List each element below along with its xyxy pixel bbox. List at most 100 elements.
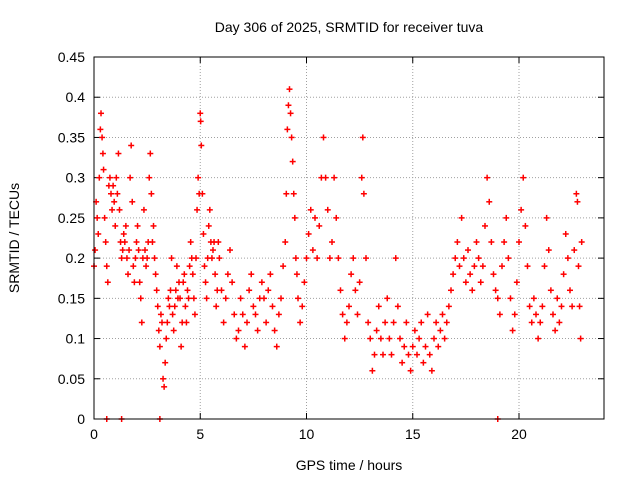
data-point xyxy=(229,279,236,286)
data-point xyxy=(424,311,431,318)
data-point xyxy=(202,279,209,286)
data-point xyxy=(291,214,298,221)
data-point xyxy=(524,263,531,270)
data-point xyxy=(539,303,546,310)
data-point xyxy=(564,255,571,262)
data-point xyxy=(562,230,569,237)
data-point xyxy=(473,239,480,246)
data-point xyxy=(343,319,350,326)
data-point xyxy=(575,263,582,270)
y-tick-label: 0.15 xyxy=(58,290,85,306)
data-point xyxy=(163,335,170,342)
data-point xyxy=(149,239,156,246)
data-point xyxy=(126,247,133,254)
data-point xyxy=(203,295,210,302)
data-point xyxy=(288,134,295,141)
data-point xyxy=(265,287,272,294)
data-point xyxy=(450,271,457,278)
data-point xyxy=(278,295,284,302)
data-point xyxy=(405,351,412,358)
data-point xyxy=(254,327,261,334)
data-point xyxy=(503,214,510,221)
data-point xyxy=(173,263,180,270)
data-point xyxy=(422,343,429,350)
data-point xyxy=(113,174,120,181)
data-point xyxy=(248,271,255,278)
grid-lines xyxy=(94,57,604,419)
data-point xyxy=(467,271,474,278)
data-point xyxy=(571,247,578,254)
data-point xyxy=(164,319,171,326)
data-point xyxy=(250,303,257,310)
data-point xyxy=(121,239,128,246)
data-point xyxy=(509,327,516,334)
plot-frame xyxy=(93,56,605,420)
data-point xyxy=(522,222,529,229)
data-point xyxy=(331,174,338,181)
data-point xyxy=(157,311,164,318)
data-point xyxy=(537,319,544,326)
data-point xyxy=(252,311,259,318)
data-point xyxy=(96,174,103,181)
data-point xyxy=(543,214,550,221)
data-point xyxy=(465,247,471,254)
data-point xyxy=(167,287,174,294)
data-point xyxy=(155,327,162,334)
data-point xyxy=(373,327,380,334)
data-point xyxy=(111,198,118,205)
data-point xyxy=(183,319,190,326)
data-point xyxy=(261,295,267,302)
data-point xyxy=(195,174,202,181)
data-point xyxy=(454,239,461,246)
data-point xyxy=(241,343,248,350)
data-point xyxy=(484,174,491,181)
data-point xyxy=(488,239,495,246)
data-point xyxy=(448,287,454,294)
data-point xyxy=(578,239,585,246)
data-point xyxy=(271,327,278,334)
data-point xyxy=(280,263,287,270)
data-point xyxy=(137,295,144,302)
data-point xyxy=(92,247,99,254)
data-point xyxy=(535,335,542,342)
data-point xyxy=(462,279,469,286)
data-point xyxy=(560,271,567,278)
data-point xyxy=(200,230,207,237)
data-point xyxy=(394,303,401,310)
data-point xyxy=(322,174,329,181)
y-tick-label: 0.3 xyxy=(66,170,86,186)
data-point xyxy=(197,110,204,117)
data-point xyxy=(128,142,135,149)
data-point xyxy=(299,303,306,310)
x-tick-label: 5 xyxy=(196,426,204,442)
data-point xyxy=(339,311,346,318)
data-point xyxy=(518,206,525,213)
data-point xyxy=(201,263,208,270)
data-point xyxy=(490,271,497,278)
data-point xyxy=(456,263,463,270)
y-tick-label: 0 xyxy=(77,411,85,427)
data-point xyxy=(305,230,312,237)
data-point xyxy=(439,311,446,318)
data-point xyxy=(177,295,184,302)
data-point xyxy=(99,134,106,141)
data-point xyxy=(165,295,172,302)
data-point xyxy=(98,110,105,117)
y-tick-label: 0.25 xyxy=(58,210,85,226)
data-point xyxy=(420,359,427,366)
data-point xyxy=(147,150,154,157)
data-point xyxy=(103,263,110,270)
data-point xyxy=(469,287,476,294)
data-point xyxy=(290,190,297,197)
data-point xyxy=(172,287,179,294)
x-tick-label: 10 xyxy=(299,426,315,442)
data-point xyxy=(295,295,301,302)
data-point xyxy=(104,279,111,286)
data-point xyxy=(289,158,296,165)
data-point xyxy=(471,263,478,270)
data-point xyxy=(148,190,155,197)
data-point xyxy=(573,190,580,197)
data-point xyxy=(185,295,192,302)
data-point xyxy=(182,303,189,310)
